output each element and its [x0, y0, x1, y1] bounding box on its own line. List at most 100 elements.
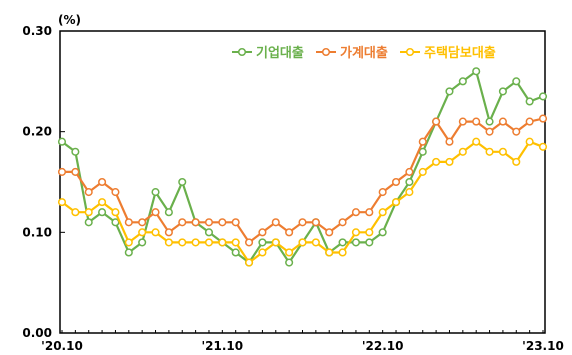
data-point [111, 208, 120, 217]
data-point [285, 228, 294, 237]
data-point [365, 238, 374, 247]
data-point [338, 248, 347, 257]
data-point [525, 117, 534, 126]
data-point [204, 228, 214, 237]
data-point [191, 218, 200, 227]
data-point [57, 198, 67, 207]
data-point [472, 137, 481, 146]
data-point [285, 248, 294, 257]
x-tick-label: '21.10 [202, 339, 244, 353]
data-point [138, 218, 147, 227]
data-point [204, 218, 214, 227]
data-point [351, 208, 360, 217]
data-point [472, 117, 481, 126]
data-point [445, 87, 454, 96]
data-point [538, 142, 548, 151]
x-tick-label: '22.10 [362, 339, 404, 353]
data-point [271, 218, 280, 227]
y-tick-label: 0.30 [22, 24, 52, 38]
data-point [231, 248, 240, 257]
data-point [258, 238, 267, 247]
data-point [512, 77, 521, 86]
y-axis-ticks: 0.00 0.10 0.20 0.30 [22, 24, 65, 340]
data-point [124, 218, 133, 227]
data-point [485, 147, 494, 156]
series-1 [57, 67, 548, 267]
data-point [378, 188, 387, 197]
data-point [151, 188, 160, 197]
data-point [98, 208, 107, 217]
plot-frame [59, 30, 546, 334]
data-point [84, 208, 93, 217]
data-point [164, 238, 173, 247]
data-point [204, 238, 214, 247]
data-point [98, 198, 107, 207]
y-tick-label: 0.10 [22, 225, 52, 239]
data-point [432, 157, 441, 166]
data-point [311, 218, 320, 227]
data-point [84, 188, 93, 197]
data-point [124, 248, 133, 257]
data-point [365, 228, 374, 237]
legend: 기업대출 가계대출 주택담보대출 [232, 45, 496, 61]
legend-label: 기업대출 [256, 45, 304, 61]
data-point [458, 77, 467, 86]
data-point [84, 218, 93, 227]
legend-label: 주택담보대출 [424, 45, 496, 61]
data-point [512, 127, 521, 136]
data-point [391, 177, 401, 187]
data-point [298, 238, 307, 247]
data-point [258, 228, 267, 237]
data-point [378, 228, 387, 237]
data-point [71, 147, 80, 156]
data-point [138, 238, 147, 247]
data-point [218, 218, 227, 227]
data-point [71, 208, 80, 217]
data-point [458, 117, 467, 126]
data-point [178, 177, 187, 187]
data-point [405, 167, 414, 176]
data-point [178, 218, 187, 227]
data-point [124, 238, 133, 247]
data-point [71, 167, 80, 176]
data-point [445, 157, 454, 166]
data-point [498, 147, 507, 156]
data-point [151, 228, 160, 237]
data-point [418, 137, 427, 146]
data-point [485, 117, 494, 126]
data-point [271, 238, 280, 247]
x-tick-label: '20.10 [41, 339, 83, 353]
data-point [538, 92, 548, 101]
data-point [245, 238, 254, 247]
legend-marker [237, 47, 247, 57]
data-point [151, 208, 160, 217]
data-point [298, 218, 307, 227]
data-point [512, 157, 521, 166]
data-point [338, 238, 347, 247]
data-point [231, 218, 240, 227]
y-tick-label: 0.20 [22, 125, 52, 139]
data-point [325, 248, 334, 257]
series-layer [57, 67, 548, 267]
x-axis-ticks: '20.10 '21.10 '22.10 '23.10 [41, 330, 564, 353]
data-point [525, 137, 534, 146]
data-point [164, 208, 173, 217]
data-point [365, 208, 374, 217]
y-tick-label: 0.00 [22, 326, 52, 340]
data-point [57, 137, 67, 146]
data-point [285, 258, 294, 267]
data-point [391, 198, 401, 207]
unit-label: (%) [58, 13, 81, 27]
data-point [418, 167, 427, 176]
data-point [498, 117, 507, 126]
data-point [351, 228, 360, 237]
data-point [472, 67, 481, 76]
legend-label: 가계대출 [340, 45, 388, 61]
data-point [138, 228, 147, 237]
x-tick-label: '23.10 [522, 339, 564, 353]
legend-marker [321, 47, 331, 57]
legend-marker [405, 47, 415, 57]
data-point [218, 238, 227, 247]
